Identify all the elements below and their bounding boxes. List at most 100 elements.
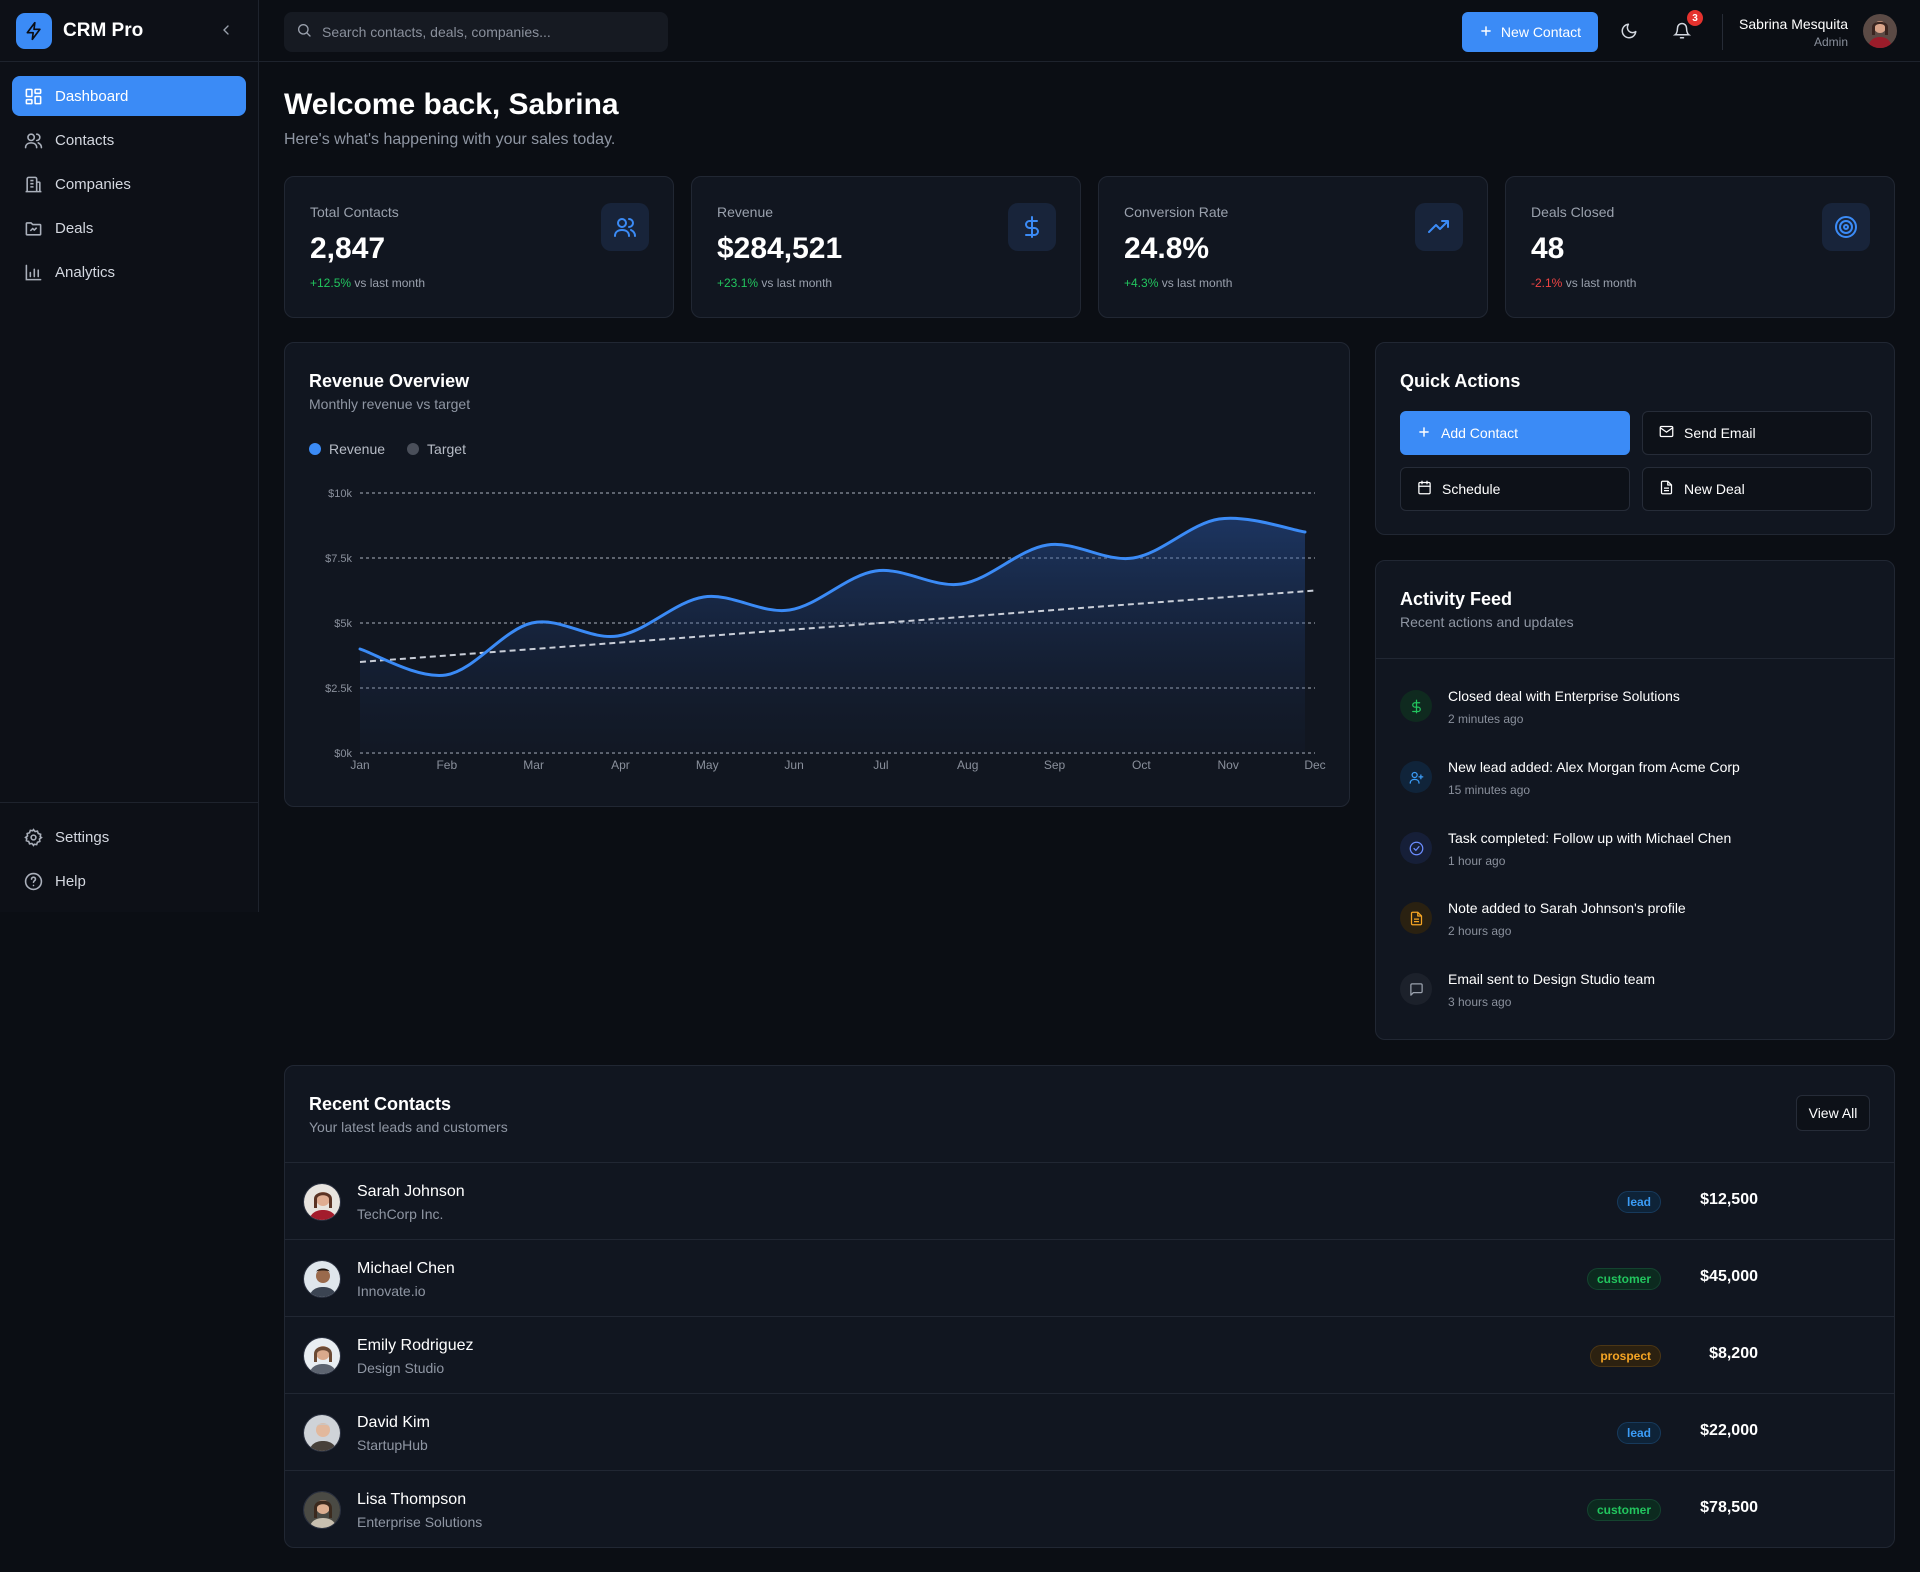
stat-card-deals-closed: Deals Closed 48 -2.1% vs last month: [1505, 176, 1895, 318]
search-icon: [296, 22, 312, 43]
activity-item[interactable]: New lead added: Alex Morgan from Acme Co…: [1400, 759, 1860, 809]
recent-contacts-title: Recent Contacts: [309, 1094, 452, 1114]
status-badge: customer: [1586, 1268, 1661, 1290]
sidebar-item-settings[interactable]: Settings: [12, 817, 246, 857]
stat-change-value: +12.5%: [310, 276, 352, 290]
stat-card-revenue: Revenue $284,521 +23.1% vs last month: [691, 176, 1081, 318]
sidebar-item-analytics[interactable]: Analytics: [12, 252, 246, 292]
user-avatar[interactable]: [1863, 14, 1897, 48]
note-icon: [1400, 902, 1432, 934]
moon-icon[interactable]: [1620, 22, 1640, 42]
contact-company: StartupHub: [357, 1437, 428, 1453]
table-row[interactable]: Sarah Johnson TechCorp Inc. lead $12,500: [285, 1162, 1894, 1239]
view-all-button[interactable]: View All: [1796, 1095, 1870, 1131]
chart-title: Revenue Overview: [309, 371, 470, 391]
activity-title: Activity Feed: [1400, 589, 1513, 609]
x-tick-label: Oct: [1132, 758, 1151, 772]
header-divider: [1722, 14, 1723, 50]
new-contact-button[interactable]: New Contact: [1462, 12, 1598, 52]
sidebar: CRM Pro Dashboard Contacts Companies Dea…: [0, 0, 259, 912]
y-tick-label: $5k: [334, 618, 352, 630]
x-tick-label: Jun: [784, 758, 803, 772]
activity-item[interactable]: Closed deal with Enterprise Solutions 2 …: [1400, 688, 1860, 738]
legend-target[interactable]: Target: [407, 441, 466, 457]
user-plus-icon: [1400, 761, 1432, 793]
target-icon: [1822, 203, 1870, 251]
sidebar-item-help[interactable]: Help: [12, 861, 246, 901]
table-row[interactable]: Michael Chen Innovate.io customer $45,00…: [285, 1239, 1894, 1316]
page-title: Welcome back, Sabrina: [284, 88, 619, 121]
add-contact-button[interactable]: Add Contact: [1400, 411, 1630, 455]
x-tick-label: Jul: [873, 758, 888, 772]
activity-text: Task completed: Follow up with Michael C…: [1448, 830, 1732, 846]
sidebar-item-label: Settings: [55, 828, 110, 846]
activity-item[interactable]: Task completed: Follow up with Michael C…: [1400, 830, 1860, 880]
status-badge: customer: [1586, 1499, 1661, 1521]
table-row[interactable]: David Kim StartupHub lead $22,000: [285, 1393, 1894, 1470]
stat-label: Conversion Rate: [1124, 204, 1229, 220]
legend-revenue[interactable]: Revenue: [309, 441, 385, 457]
activity-item[interactable]: Note added to Sarah Johnson's profile 2 …: [1400, 900, 1860, 950]
contact-name: David Kim: [357, 1414, 430, 1431]
stat-change: +4.3% vs last month: [1124, 276, 1232, 290]
x-tick-label: Nov: [1218, 758, 1239, 772]
user-name[interactable]: Sabrina Mesquita: [1739, 16, 1848, 32]
sidebar-item-label: Dashboard: [55, 87, 129, 105]
activity-subtitle: Recent actions and updates: [1400, 614, 1574, 630]
top-header: New Contact 3 Sabrina Mesquita Admin: [259, 0, 1920, 62]
contact-name: Michael Chen: [357, 1260, 455, 1277]
sidebar-item-label: Help: [55, 872, 86, 890]
dollar-icon: [1008, 203, 1056, 251]
x-tick-label: Apr: [611, 758, 630, 772]
search-input[interactable]: [322, 24, 652, 40]
table-row[interactable]: Emily Rodriguez Design Studio prospect $…: [285, 1316, 1894, 1393]
dashboard-icon: [24, 87, 43, 106]
sidebar-item-label: Companies: [55, 175, 131, 193]
stat-change-suffix: vs last month: [1161, 276, 1233, 290]
quick-actions-title: Quick Actions: [1400, 371, 1521, 391]
avatar: [303, 1337, 341, 1375]
table-row[interactable]: Lisa Thompson Enterprise Solutions custo…: [285, 1470, 1894, 1547]
new-deal-button[interactable]: New Deal: [1642, 467, 1872, 511]
gear-icon: [24, 827, 43, 847]
schedule-button[interactable]: Schedule: [1400, 467, 1630, 511]
y-tick-label: $2.5k: [325, 683, 352, 695]
building-icon: [24, 175, 43, 194]
chart-legend: Revenue Target: [309, 441, 466, 457]
send-email-button[interactable]: Send Email: [1642, 411, 1872, 455]
contact-name: Emily Rodriguez: [357, 1337, 474, 1354]
legend-revenue-label: Revenue: [329, 441, 386, 457]
sidebar-item-dashboard[interactable]: Dashboard: [12, 76, 246, 116]
sidebar-item-deals[interactable]: Deals: [12, 208, 246, 248]
stat-label: Total Contacts: [310, 204, 399, 220]
contact-name: Sarah Johnson: [357, 1183, 465, 1200]
activity-text: Email sent to Design Studio team: [1448, 971, 1655, 987]
status-badge: lead: [1616, 1191, 1661, 1213]
folder-icon: [24, 219, 43, 238]
chevron-left-icon[interactable]: [218, 22, 234, 38]
activity-time: 2 hours ago: [1448, 924, 1512, 938]
revenue-overview-card: Revenue Overview Monthly revenue vs targ…: [284, 342, 1350, 807]
deal-amount: $45,000: [1700, 1268, 1758, 1285]
sidebar-item-label: Contacts: [55, 131, 115, 149]
recent-contacts-subtitle: Your latest leads and customers: [309, 1119, 508, 1135]
x-tick-label: Sep: [1044, 758, 1066, 772]
x-tick-label: Feb: [436, 758, 457, 772]
activity-feed-card: Activity Feed Recent actions and updates…: [1375, 560, 1895, 1040]
activity-item[interactable]: Email sent to Design Studio team 3 hours…: [1400, 971, 1860, 1021]
avatar: [303, 1260, 341, 1298]
lightning-icon[interactable]: [16, 12, 52, 49]
calendar-icon: [1417, 480, 1432, 498]
sidebar-item-contacts[interactable]: Contacts: [12, 120, 246, 160]
bar-chart-icon: [24, 263, 43, 282]
deal-amount: $78,500: [1700, 1499, 1758, 1516]
activity-time: 15 minutes ago: [1448, 783, 1531, 797]
status-badge: prospect: [1590, 1345, 1661, 1367]
x-tick-label: Jan: [350, 758, 369, 772]
sidebar-nav: Dashboard Contacts Companies Deals Analy…: [0, 62, 258, 310]
stat-value: 48: [1531, 232, 1565, 265]
deal-amount: $8,200: [1709, 1345, 1758, 1362]
sidebar-item-companies[interactable]: Companies: [12, 164, 246, 204]
bell-icon[interactable]: [1672, 22, 1693, 42]
activity-time: 1 hour ago: [1448, 854, 1506, 868]
